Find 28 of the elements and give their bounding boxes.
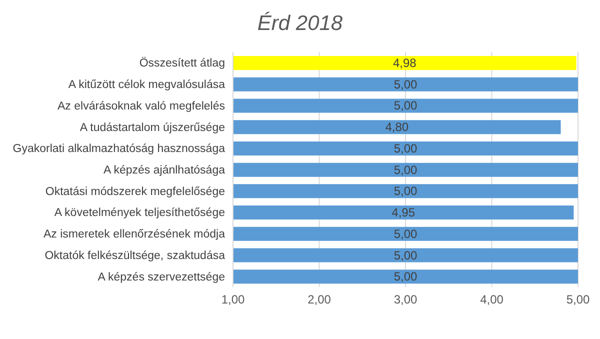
data-label: 5,00 — [394, 98, 418, 113]
data-label: 5,00 — [394, 248, 418, 262]
data-label: 4,98 — [392, 56, 417, 70]
data-label: 5,00 — [394, 162, 418, 177]
y-tick-label: Összesített átlag — [139, 56, 225, 70]
x-tick-label: 4,00 — [480, 292, 504, 307]
data-label: 5,00 — [394, 141, 418, 156]
y-tick-label: A követelmények teljesíthetősége — [54, 207, 225, 220]
data-label: 5,00 — [394, 184, 418, 198]
y-tick-label: Gyakorlati alkalmazhatóság hasznossága — [12, 143, 226, 156]
y-tick-label: Oktatók felkészültsége, szaktudása — [44, 250, 226, 262]
y-tick-label: A képzés szervezettsége — [98, 271, 225, 284]
y-tick-label: A kitűzött célok megvalósulása — [68, 79, 226, 92]
y-tick-label: Az elvárásoknak való megfelelés — [58, 100, 226, 112]
x-tick-label: 3,00 — [394, 292, 418, 307]
y-tick-label: Oktatási módszerek megfelelősége — [45, 186, 225, 198]
y-tick-label: A tudástartalom újszerűsége — [80, 122, 225, 134]
x-tick-label: 2,00 — [308, 292, 332, 307]
data-label: 4,80 — [385, 120, 409, 134]
data-label: 5,00 — [394, 226, 418, 241]
y-tick-label: A képzés ajánlhatósága — [104, 164, 226, 176]
x-tick-label: 5,00 — [566, 292, 590, 307]
chart-title: Érd 2018 — [256, 12, 344, 37]
data-label: 4,95 — [392, 206, 416, 220]
x-tick-label: 1,00 — [221, 292, 245, 307]
data-label: 5,00 — [394, 77, 418, 92]
data-label: 5,00 — [394, 270, 418, 284]
y-tick-label: Az ismeretek ellenőrzésének módja — [43, 228, 226, 241]
